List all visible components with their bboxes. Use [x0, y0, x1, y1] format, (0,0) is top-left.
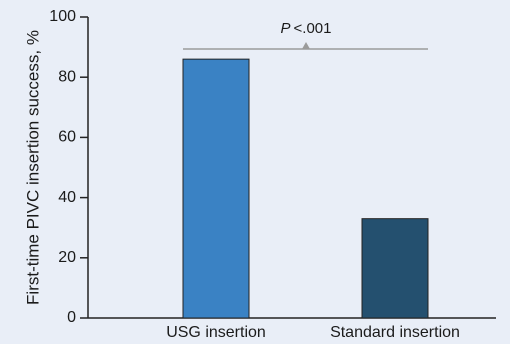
bar-usg-insertion [182, 58, 250, 319]
y-axis: 0 20 40 60 80 100 [49, 8, 89, 326]
y-axis-title: First-time PIVC insertion success, % [23, 30, 42, 305]
y-tick-label: 40 [58, 189, 76, 206]
p-value-prefix: P [281, 20, 291, 37]
y-tick-label: 80 [58, 68, 76, 85]
y-tick-label: 20 [58, 249, 76, 266]
y-tick-label: 100 [49, 8, 76, 25]
p-value-annotation: P <.001 [281, 20, 332, 37]
x-category-label: Standard insertion [330, 324, 460, 341]
bar-standard-insertion [361, 218, 429, 319]
y-tick-label: 0 [67, 309, 76, 326]
x-axis: USG insertion Standard insertion [88, 317, 496, 341]
significance-marker-icon [302, 42, 310, 49]
significance-annotation: P <.001 [183, 20, 428, 50]
p-value-text: <.001 [294, 20, 332, 37]
x-category-label: USG insertion [166, 324, 266, 341]
bars [182, 58, 429, 319]
y-tick-label: 60 [58, 129, 76, 146]
